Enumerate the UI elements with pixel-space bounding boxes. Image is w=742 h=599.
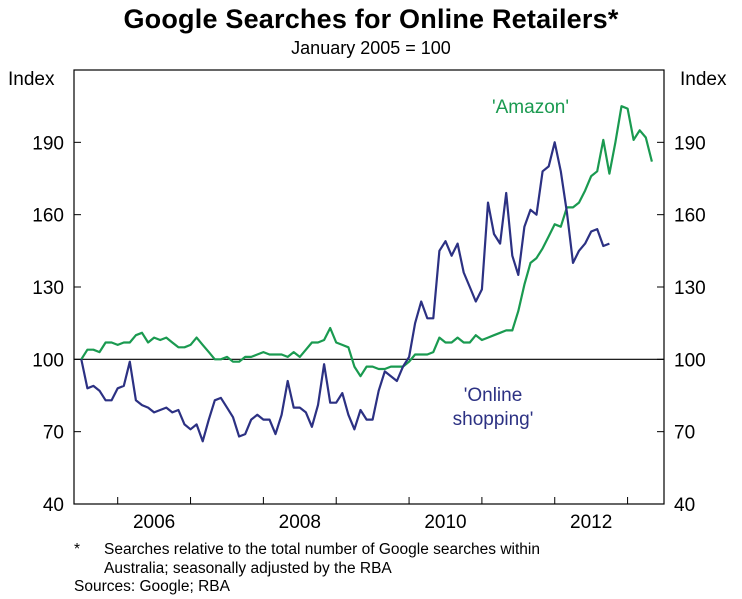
y-tick-label-right: 130 [674,278,706,299]
x-tick-label: 2008 [279,512,321,533]
footnote-line1: Searches relative to the total number of… [104,541,540,558]
x-tick-label: 2006 [133,512,175,533]
axis-ticks [74,141,664,504]
y-tick-label-left: 70 [43,423,64,444]
y-tick-label-left: 130 [32,278,64,299]
online-shopping-label-line1: 'Online [464,385,523,406]
plot-border [73,69,665,505]
chart-subtitle: January 2005 = 100 [291,38,451,58]
y-tick-label-right: 160 [674,206,706,227]
y-tick-label-left: 160 [32,206,64,227]
online-shopping-series-line [80,141,610,443]
y-axis-label-left: Index [8,69,55,90]
x-tick-label: 2012 [570,512,612,533]
series-lines [80,105,653,443]
footnote: * Searches relative to the total number … [74,540,540,578]
footnote-mark: * [74,541,81,558]
sources-note: Sources: Google; RBA [74,578,230,595]
y-tick-label-right: 100 [674,350,706,371]
axis-labels: 40 40 70 70 100 100 130 130 160 160 190 190 2006 2008… [32,133,705,533]
x-tick-label: 2010 [424,512,466,533]
y-tick-label-right: 190 [674,133,706,154]
amazon-series-line [80,105,653,378]
amazon-series-label: 'Amazon' [492,97,569,118]
footnote-line2: Australia; seasonally adjusted by the RB… [104,560,392,577]
y-tick-label-left: 190 [32,133,64,154]
y-axis-label-right: Index [680,69,727,90]
y-tick-label-right: 70 [674,423,695,444]
y-tick-label-left: 40 [43,495,64,516]
y-tick-label-left: 100 [32,350,64,371]
chart-title: Google Searches for Online Retailers* [123,4,619,34]
y-tick-label-right: 40 [674,495,695,516]
online-shopping-label-line2: shopping' [453,409,534,430]
plot-frame [73,69,665,505]
